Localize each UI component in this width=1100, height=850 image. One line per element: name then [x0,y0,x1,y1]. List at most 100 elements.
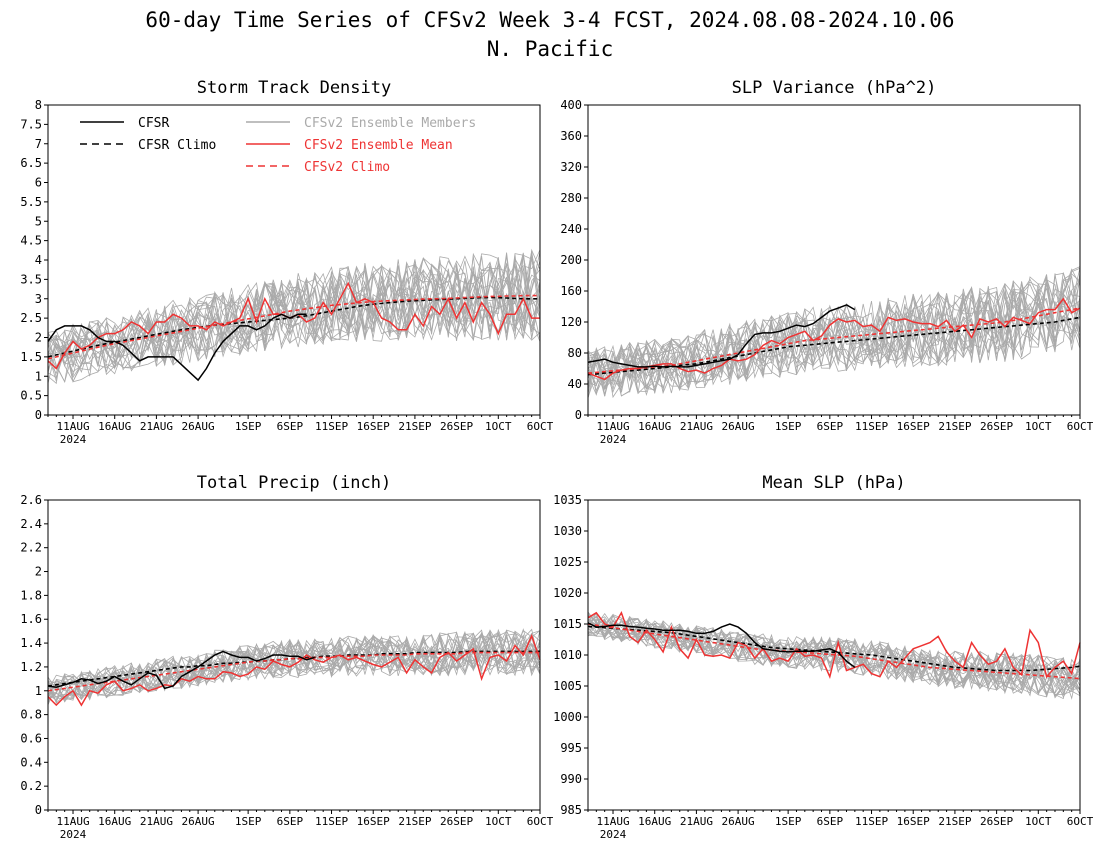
legend-label: CFSR [138,116,169,131]
ensemble-member-line [587,272,1081,399]
y-tick-label: 360 [560,129,582,143]
x-tick-label: 16AUG [98,815,131,828]
y-tick-label: 4 [35,253,42,267]
y-tick-label: 5 [35,214,42,228]
x-tick-label: 11SEP [855,420,888,433]
x-tick-label: 21AUG [140,420,173,433]
panel-title: SLP Variance (hPa^2) [732,78,937,98]
y-tick-label: 1030 [553,524,582,538]
y-tick-label: 995 [560,741,582,755]
y-tick-label: 0 [35,408,42,422]
x-tick-label: 1SEP [775,815,802,828]
y-tick-label: 2.2 [20,541,42,555]
ensemble-member-line [47,253,541,373]
x-tick-label: 16AUG [638,815,671,828]
series-line-cfsv2-climo [587,623,1081,680]
x-tick-label: 6OCT [527,815,554,828]
x-tick-label: 26SEP [440,815,473,828]
x-tick-label: 1OCT [1025,420,1052,433]
y-tick-label: 5.5 [20,195,42,209]
y-tick-label: 2.6 [20,493,42,507]
x-tick-label: 21AUG [680,815,713,828]
x-tick-label: 6SEP [817,815,844,828]
panel-title: Mean SLP (hPa) [762,473,905,493]
main-title: 60-day Time Series of CFSv2 Week 3-4 FCS… [145,8,955,32]
y-tick-label: 0.6 [20,731,42,745]
y-tick-label: 1005 [553,679,582,693]
x-year-label: 2024 [60,433,87,446]
y-tick-label: 280 [560,191,582,205]
x-tick-label: 26SEP [440,420,473,433]
legend-label: CFSR Climo [138,138,216,153]
ensemble-members [587,266,1081,399]
panel-2: Total Precip (inch) 0 0.2 0.4 0.6 0.8 1 1.2 1.4 1… [20,473,553,841]
x-year-label: 2024 [600,828,627,841]
plot-frame [47,499,541,811]
figure-title: 60-day Time Series of CFSv2 Week 3-4 FCS… [0,6,1100,64]
x-tick-label: 21SEP [398,420,431,433]
series-line-cfsr [587,622,856,669]
y-tick-label: 1.8 [20,588,42,602]
legend: CFSR CFSR Climo CFSv2 Ensemble Members CFSv… [80,116,476,175]
x-tick-label: 6SEP [817,420,844,433]
y-tick-label: 8 [35,98,42,112]
y-tick-label: 990 [560,772,582,786]
x-tick-label: 21SEP [938,420,971,433]
ensemble-member-line [587,620,1081,693]
y-tick-label: 1035 [553,493,582,507]
ensemble-member-line [47,259,541,384]
y-tick-label: 1015 [553,617,582,631]
ensemble-member-line [587,619,1081,692]
series-line-cfsv2-climo [47,651,540,692]
ensemble-members [47,628,541,706]
ensemble-member-line [47,634,541,700]
y-tick-label: 985 [560,803,582,817]
x-tick-label: 11SEP [855,815,888,828]
ensemble-member-line [47,628,541,704]
y-tick-label: 40 [568,377,582,391]
x-year-label: 2024 [600,433,627,446]
series-line-cfsv2-climo [47,294,540,360]
y-tick-label: 240 [560,222,582,236]
x-tick-label: 11AUG [596,420,629,433]
y-tick-label: 2 [35,331,42,345]
y-tick-label: 6 [35,176,42,190]
y-tick-label: 1.4 [20,636,42,650]
y-tick-label: 1020 [553,586,582,600]
y-tick-label: 4.5 [20,234,42,248]
y-tick-label: 400 [560,98,582,112]
legend-label: CFSv2 Ensemble Mean [304,138,453,153]
y-tick-label: 0.4 [20,755,42,769]
x-tick-label: 1OCT [485,815,512,828]
y-tick-label: 0 [575,408,582,422]
y-tick-label: 1010 [553,648,582,662]
x-tick-label: 11AUG [56,815,89,828]
x-tick-label: 1SEP [235,420,262,433]
y-tick-label: 80 [568,346,582,360]
ensemble-member-line [47,252,541,383]
x-tick-label: 16SEP [357,815,390,828]
y-tick-label: 1.5 [20,350,42,364]
y-tick-label: 1.2 [20,660,42,674]
x-tick-label: 11AUG [56,420,89,433]
panel-title: Total Precip (inch) [197,473,391,493]
panel-3: Mean SLP (hPa) 985 990 995 1000 1005 1010 1015 1… [553,473,1094,841]
ensemble-member-line [47,255,541,382]
y-tick-label: 1 [35,684,42,698]
series-line-cfsv2-climo [587,307,1081,374]
series-line-cfsr [47,650,316,690]
y-tick-label: 3.5 [20,272,42,286]
y-tick-label: 160 [560,284,582,298]
x-tick-label: 26SEP [980,815,1013,828]
y-tick-label: 200 [560,253,582,267]
x-tick-label: 16SEP [897,815,930,828]
ensemble-member-line [47,631,541,699]
y-tick-label: 0.5 [20,389,42,403]
x-tick-label: 26AUG [182,420,215,433]
x-tick-label: 16AUG [638,420,671,433]
ensemble-member-line [47,633,541,697]
y-tick-label: 120 [560,315,582,329]
y-tick-label: 0 [35,803,42,817]
legend-label: CFSv2 Ensemble Members [304,116,476,131]
